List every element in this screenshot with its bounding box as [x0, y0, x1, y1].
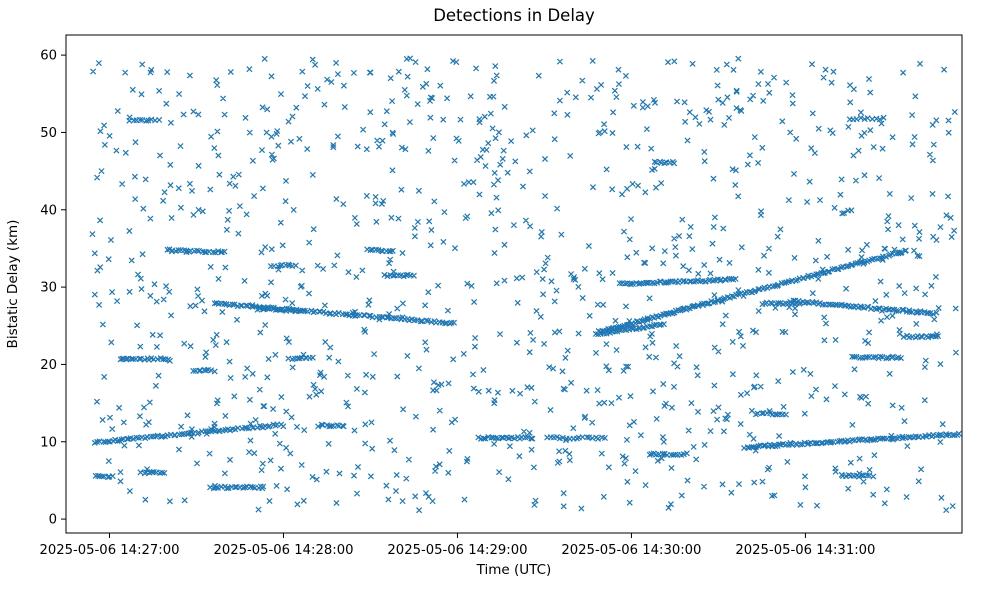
y-axis-label: Bistatic Delay (km)	[5, 220, 21, 349]
y-tick-label: 50	[40, 126, 57, 141]
x-tick-label: 2025-05-06 14:29:00	[387, 543, 527, 558]
chart-title: Detections in Delay	[433, 6, 595, 25]
y-tick-label: 20	[40, 358, 57, 373]
x-tick-label: 2025-05-06 14:27:00	[39, 543, 179, 558]
x-axis-label: Time (UTC)	[476, 562, 552, 578]
y-tick-label: 60	[40, 49, 57, 64]
y-tick-label: 10	[40, 435, 57, 450]
data-points	[89, 55, 962, 514]
axes-spines	[65, 34, 963, 534]
x-tick-label: 2025-05-06 14:31:00	[735, 543, 875, 558]
y-tick-label: 0	[49, 513, 57, 528]
x-tick-label: 2025-05-06 14:30:00	[561, 543, 701, 558]
y-tick-label: 30	[40, 281, 57, 296]
y-tick-label: 40	[40, 203, 57, 218]
plot-area: 0 10 20 30 40 50 60 2025-05-06 14:27:00 2025-05-…	[39, 34, 963, 558]
x-tick-label: 2025-05-06 14:28:00	[213, 543, 353, 558]
